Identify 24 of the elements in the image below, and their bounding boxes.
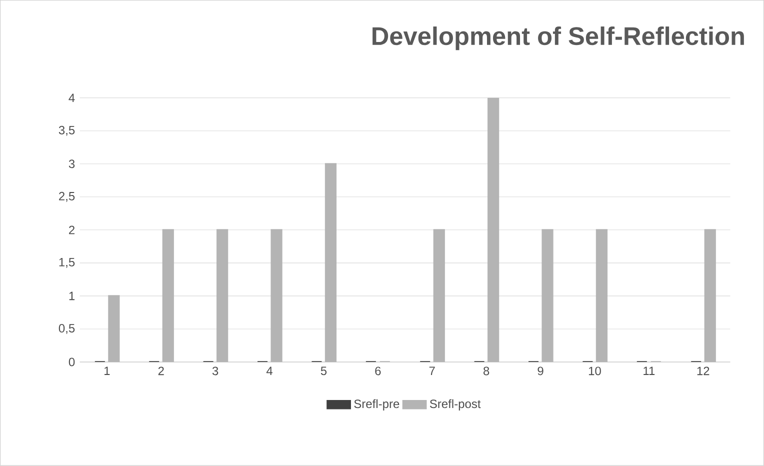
- y-tick-label: 0,5: [58, 324, 75, 334]
- x-tick-label: 12: [697, 366, 710, 376]
- y-tick-label: 3,5: [58, 126, 75, 136]
- x-tick-label: 11: [644, 366, 655, 376]
- y-tick-label: 0: [68, 358, 75, 366]
- y-tick-label: 2: [69, 226, 74, 234]
- y-tick-label: 2,5: [59, 192, 75, 202]
- x-tick-label: 4: [266, 366, 272, 376]
- x-tick-label: 5: [320, 366, 327, 376]
- x-tick-label: 8: [484, 366, 490, 376]
- x-tick-label: 6: [375, 366, 381, 376]
- x-tick-label: 10: [588, 366, 601, 376]
- chart-title: Development of Self-Reflection: [372, 26, 744, 50]
- legend-label: Srefl-pre: [354, 399, 400, 411]
- x-tick-label: 3: [212, 366, 218, 376]
- x-tick-label: 2: [158, 366, 164, 376]
- legend-label: Srefl-post: [430, 399, 481, 411]
- y-tick-label: 3: [68, 160, 75, 168]
- y-tick-label: 4: [68, 94, 75, 102]
- x-tick-label: 1: [104, 366, 110, 376]
- x-tick-label: 7: [429, 366, 435, 376]
- y-tick-label: 1,5: [59, 258, 75, 268]
- x-tick-label: 9: [538, 366, 544, 376]
- y-tick-label: 1: [69, 292, 75, 300]
